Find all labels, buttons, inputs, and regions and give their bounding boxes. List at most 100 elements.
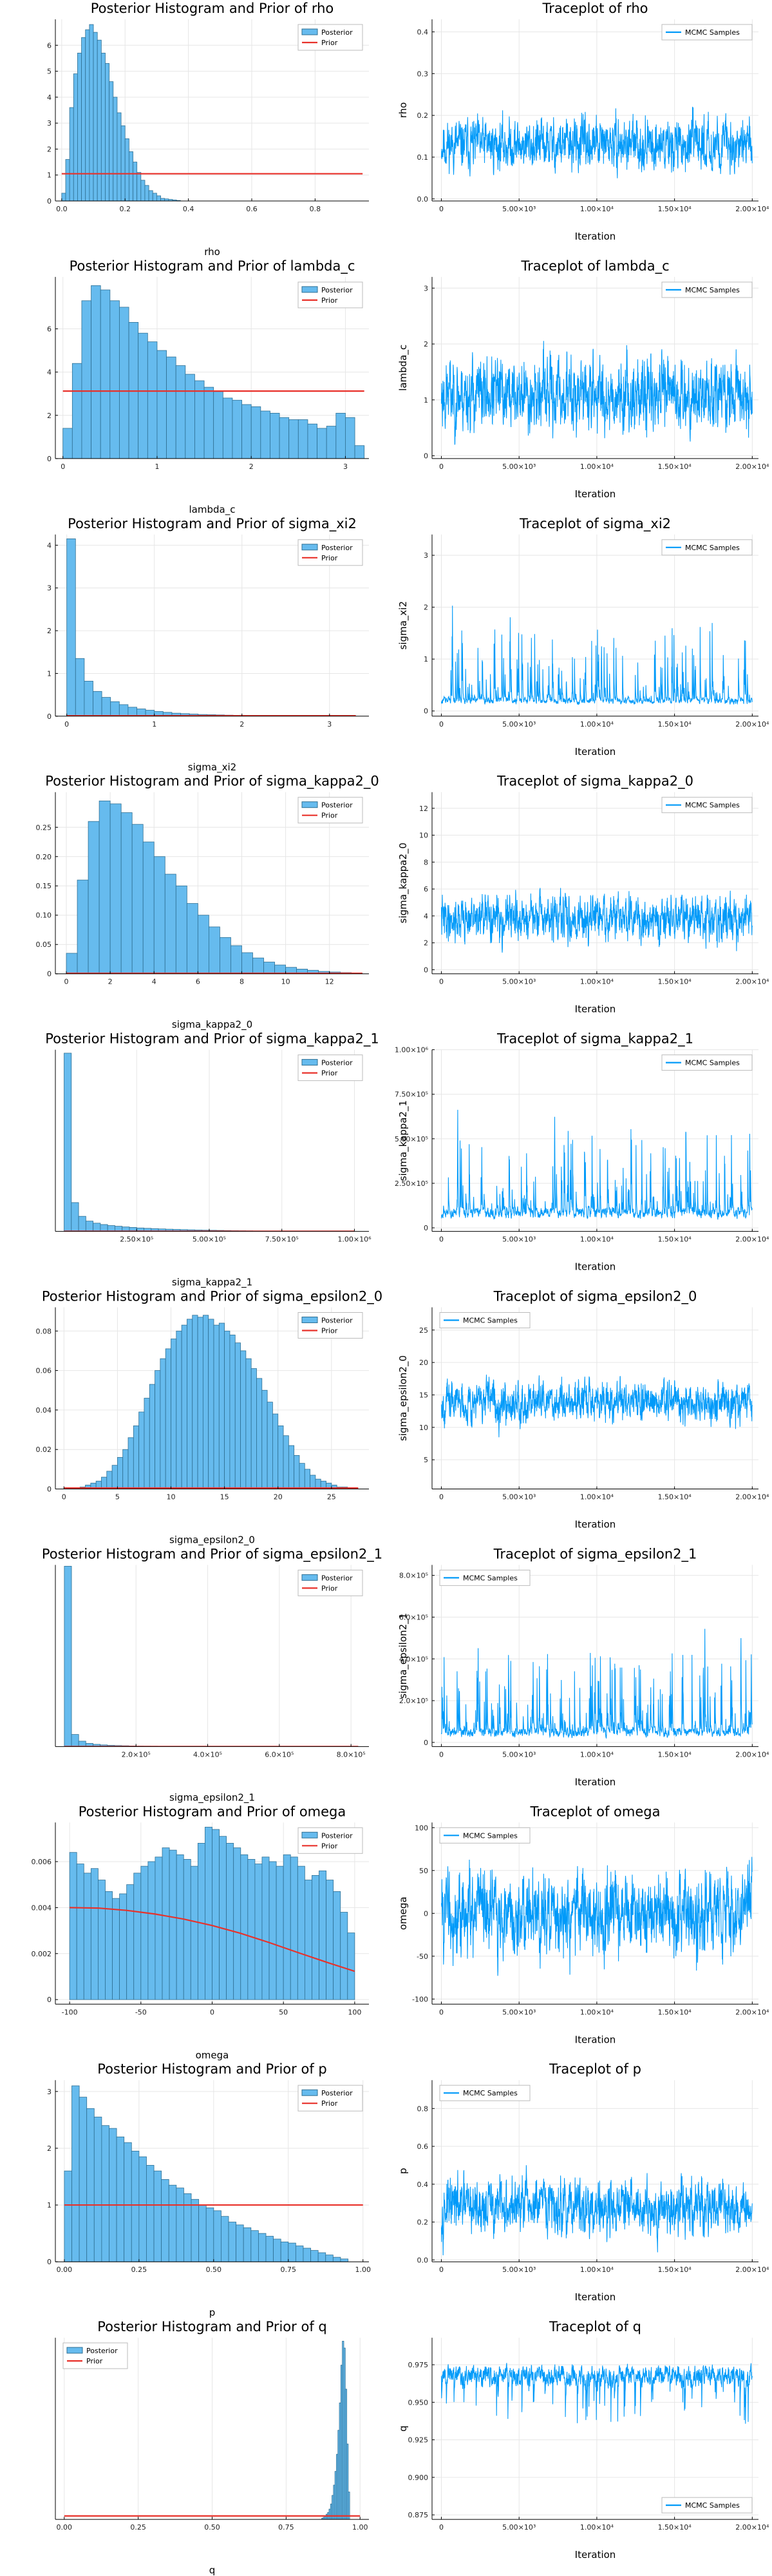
histogram-bar <box>245 1358 252 1489</box>
x-tick-label: 5.00×10³ <box>502 2008 536 2016</box>
x-axis-label: Iteration <box>575 1776 616 1788</box>
x-tick-label: -100 <box>62 2008 78 2016</box>
x-tick-label: 2.00×10⁴ <box>735 720 769 729</box>
chart-title: Posterior Histogram and Prior of omega <box>79 1804 346 1819</box>
histogram-bar <box>117 112 122 201</box>
histogram-bar <box>191 2199 200 2262</box>
x-tick-label: 15 <box>220 1493 229 1502</box>
histogram-bars <box>61 24 363 201</box>
y-tick-label: 0.08 <box>36 1327 52 1335</box>
histogram-panel-5: 0 5 10 15 20 25 0 0.02 0.04 0.06 0.08 Posterior His… <box>36 1289 383 1547</box>
histogram-bar <box>283 1435 289 1489</box>
histogram-bar <box>98 1880 106 2000</box>
x-tick-label: 100 <box>348 2008 361 2016</box>
y-tick-label: 4 <box>47 541 52 549</box>
histogram-bar <box>127 1437 134 1489</box>
histogram-bar <box>155 1856 163 2000</box>
x-tick-label: 0.50 <box>206 2266 222 2274</box>
histogram-bar <box>110 701 120 716</box>
legend-swatch-posterior <box>301 1317 318 1323</box>
legend-label: MCMC Samples <box>463 1317 518 1325</box>
x-tick-label: 3 <box>343 463 348 471</box>
histogram-bar <box>109 300 120 459</box>
x-tick-label: 0.50 <box>204 2523 220 2532</box>
y-tick-label: 0.950 <box>408 2398 429 2407</box>
histogram-bar <box>213 1324 220 1489</box>
y-tick-label: 0.004 <box>32 1903 52 1912</box>
histogram-bar <box>243 2227 252 2262</box>
x-tick-label: 1.00 <box>352 2523 368 2532</box>
y-tick-label: 0 <box>47 455 52 463</box>
histogram-bar <box>254 1864 263 2000</box>
y-tick-label: 1.00×10⁶ <box>395 1046 429 1054</box>
x-tick-label: 2 <box>240 720 244 729</box>
histogram-bar <box>194 380 205 459</box>
x-tick-label: 5.00×10³ <box>502 2523 536 2532</box>
y-axis-label: sigma_epsilon2_1 <box>397 1613 410 1699</box>
x-tick-label: 4 <box>152 978 156 986</box>
histogram-bar <box>310 2250 319 2262</box>
y-tick-label: 1 <box>424 396 428 405</box>
histogram-bar <box>126 1884 135 2000</box>
y-axis-label: p <box>397 2168 409 2174</box>
histogram-bar <box>169 1849 177 2000</box>
chart-title: Posterior Histogram and Prior of sigma_e… <box>42 1289 382 1305</box>
histogram-bar <box>117 1457 124 1489</box>
histogram-bar <box>140 180 146 201</box>
histogram-bar <box>218 1322 225 1489</box>
x-tick-label: 10 <box>281 978 290 986</box>
histogram-bar <box>138 2156 147 2262</box>
histogram-bar <box>62 428 73 459</box>
x-tick-label: 3 <box>327 720 332 729</box>
y-tick-label: 3 <box>47 119 52 128</box>
y-tick-label: 2.0×10⁵ <box>399 1697 428 1705</box>
legend-label: MCMC Samples <box>463 2089 518 2097</box>
x-tick-label: 2.00×10⁴ <box>735 1750 769 1759</box>
trace-panel-3: 0 5.00×10³ 1.00×10⁴ 1.50×10⁴ 2.00×10⁴ 0 2 4 6 8 10… <box>397 774 769 1015</box>
histogram-bar <box>340 2258 348 2262</box>
histogram-bar <box>340 1912 348 2000</box>
histogram-bar <box>105 63 110 201</box>
histogram-bar <box>205 2208 214 2262</box>
x-tick-label: 2.00×10⁴ <box>735 2266 769 2274</box>
histogram-bars <box>66 800 363 974</box>
histogram-bar <box>213 2210 221 2262</box>
trace-line <box>440 888 753 953</box>
x-tick-label: 0 <box>439 463 444 471</box>
y-tick-label: 8 <box>424 858 428 866</box>
histogram-bar <box>185 374 195 459</box>
y-tick-label: 1 <box>47 669 52 678</box>
histogram-bar <box>224 1330 231 1489</box>
histogram-bar <box>93 2117 102 2262</box>
x-axis-label: Iteration <box>575 2549 616 2561</box>
histogram-bar <box>107 1225 115 1232</box>
histogram-bar <box>197 1843 205 2000</box>
histogram-bar <box>234 1342 241 1489</box>
legend-box <box>661 24 753 41</box>
histogram-panel-7: -100 -50 0 50 100 0 0.002 0.004 0.006 Posterior H… <box>32 1804 369 2061</box>
x-tick-label: 5.00×10³ <box>502 720 536 729</box>
histogram-bar <box>156 350 167 459</box>
histogram-bar <box>326 1880 334 2000</box>
y-tick-label: 2 <box>424 604 428 612</box>
x-axis-label: Iteration <box>575 231 616 242</box>
x-tick-label: 1.00 <box>355 2266 371 2274</box>
y-tick-label: 12 <box>419 805 428 813</box>
histogram-bar <box>155 1370 161 1489</box>
chart-title: Traceplot of p <box>549 2061 641 2077</box>
y-tick-label: 0.4 <box>417 28 429 36</box>
x-tick-label: 1.00×10⁴ <box>580 1750 614 1759</box>
legend-label: Posterior <box>321 1831 353 1840</box>
histogram-bar <box>186 903 198 974</box>
histogram-bar <box>133 1873 142 2000</box>
legend: Posterior Prior <box>297 24 363 51</box>
y-tick-label: -100 <box>412 1995 428 2003</box>
histogram-bar <box>112 1898 120 2000</box>
y-axis-label: omega <box>397 1896 409 1930</box>
histogram-bar <box>345 417 355 459</box>
trace-panel-2: 0 5.00×10³ 1.00×10⁴ 1.50×10⁴ 2.00×10⁴ 0 1 2 3 Tra… <box>397 516 769 758</box>
histogram-bar <box>138 332 148 459</box>
histogram-bar <box>221 2216 229 2262</box>
x-axis-label: Iteration <box>575 1519 616 1531</box>
x-tick-label: 0 <box>64 978 69 986</box>
